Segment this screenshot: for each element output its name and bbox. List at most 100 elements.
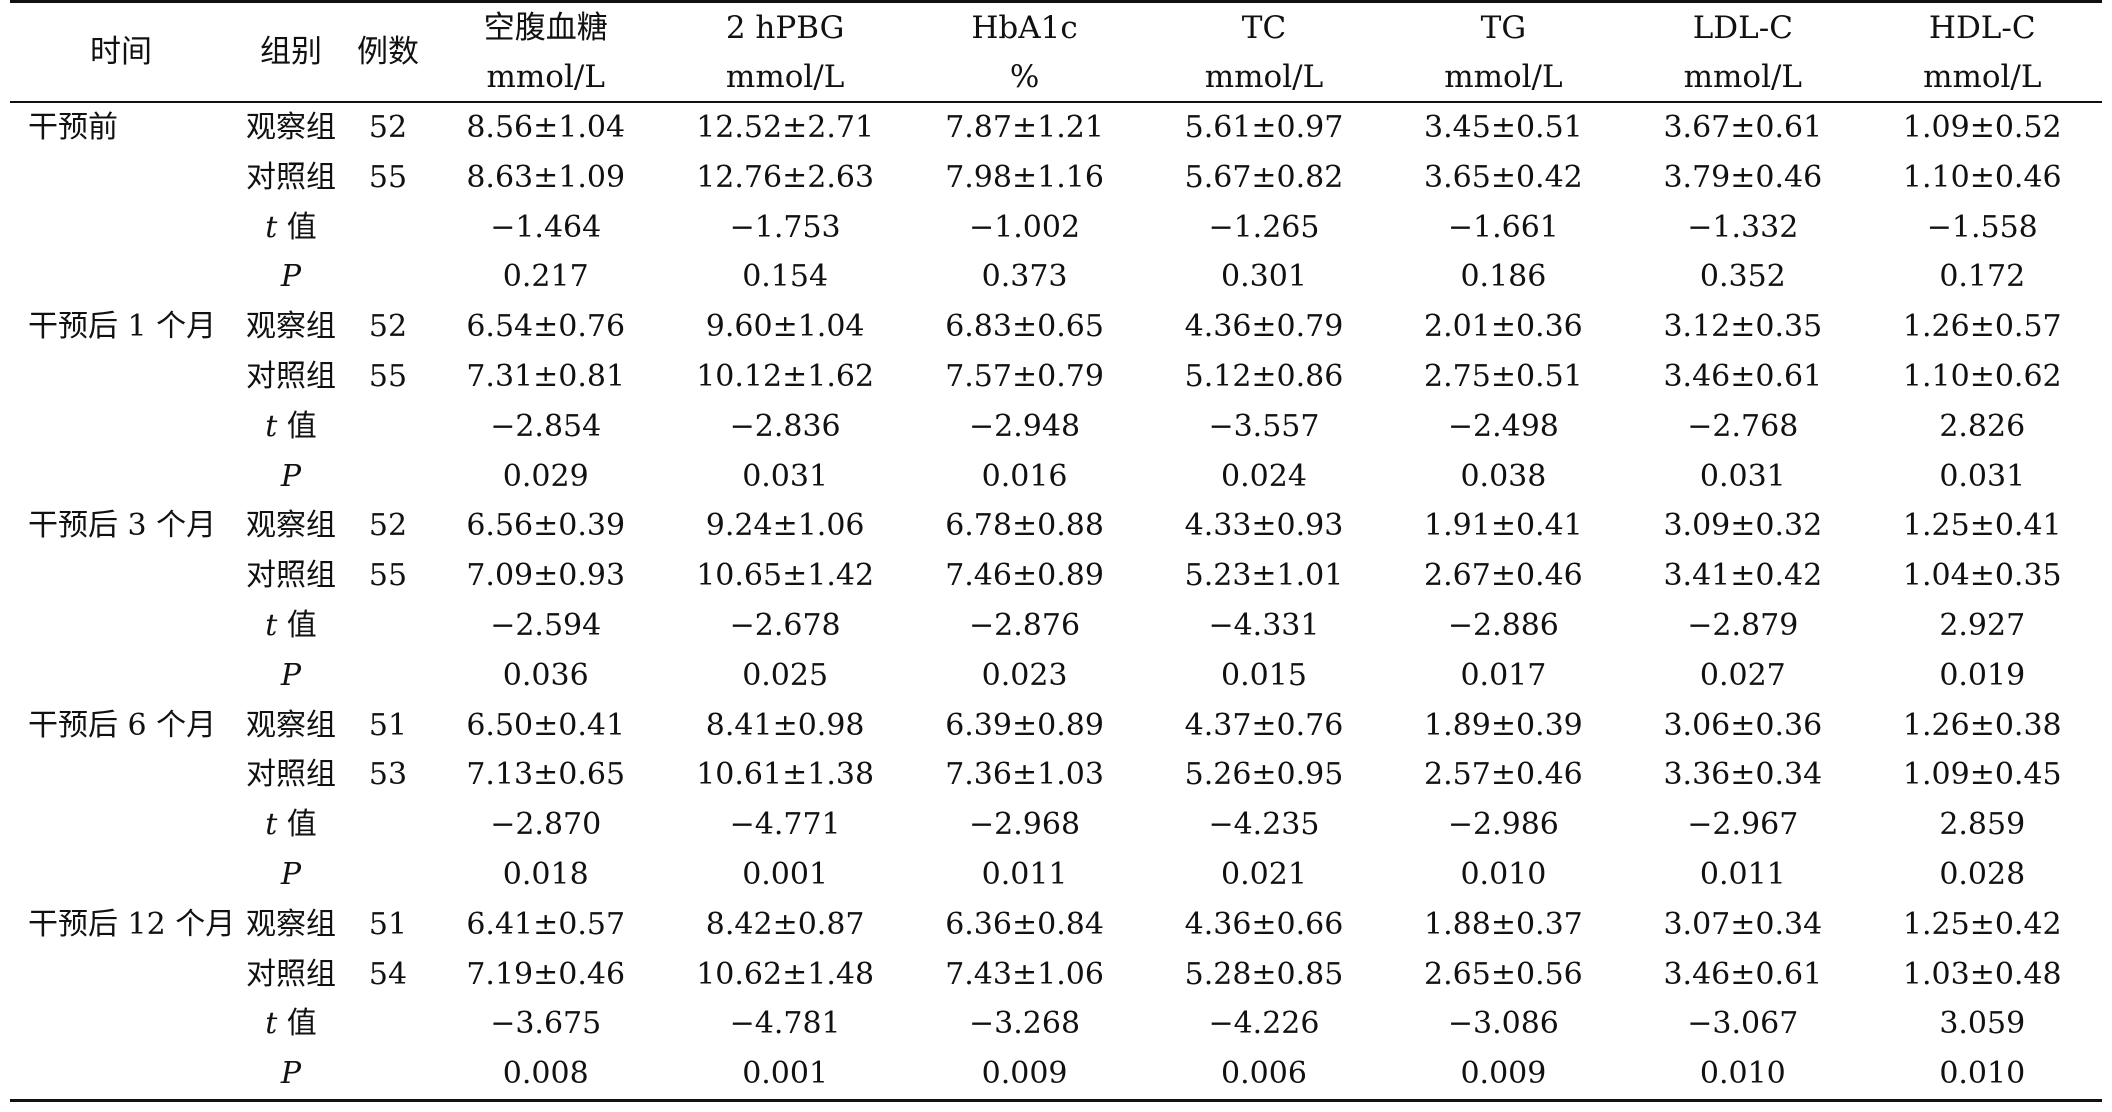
- value-cell: −2.594: [490, 607, 602, 643]
- value-cell: 0.006: [1221, 1056, 1307, 1092]
- value-cell: −3.557: [1208, 408, 1320, 444]
- data-table-container: 时间 组别 例数 空腹血糖 2 hPBG HbA1c TC TG LDL-C H…: [10, 0, 2102, 1102]
- value-cell: −4.331: [1208, 607, 1320, 643]
- value-cell: 0.019: [1939, 657, 2026, 693]
- value-cell: 3.45±0.51: [1424, 110, 1583, 145]
- value-cell: 0.217: [502, 259, 589, 295]
- stat-suffix: 值: [277, 1006, 317, 1042]
- header-measure-name: HbA1c: [971, 10, 1078, 46]
- value-cell: 7.57±0.79: [945, 358, 1104, 394]
- value-cell: 7.09±0.93: [466, 558, 626, 594]
- value-cell: −4.226: [1208, 1006, 1320, 1042]
- value-cell: 1.89±0.39: [1424, 707, 1583, 743]
- time-cell: [10, 452, 232, 502]
- value-cell: 7.98±1.16: [945, 159, 1104, 195]
- value-cell: 8.42±0.87: [705, 906, 865, 942]
- table-row: 干预后 3 个月 观察组 52 6.56±0.39 9.24±1.06 6.78±0.88…: [10, 501, 2102, 551]
- value-cell: 10.12±1.62: [696, 358, 875, 394]
- time-cell: [10, 551, 232, 601]
- value-cell: −2.986: [1447, 807, 1559, 843]
- value-cell: −4.781: [729, 1006, 841, 1042]
- stat-symbol: t: [265, 408, 278, 444]
- value-cell: 5.61±0.97: [1184, 110, 1344, 145]
- stat-suffix: 值: [277, 209, 317, 245]
- value-cell: 10.61±1.38: [696, 757, 875, 793]
- value-cell: 3.06±0.36: [1663, 707, 1823, 743]
- header-n: 例数: [350, 1, 426, 103]
- n-cell: 52: [368, 309, 408, 345]
- value-cell: 4.36±0.79: [1184, 309, 1344, 345]
- stat-suffix: 值: [277, 607, 317, 643]
- group-cell: 观察组: [246, 707, 336, 743]
- stat-label-cell: P: [232, 1049, 350, 1100]
- header-measure-name: 空腹血糖: [483, 10, 608, 46]
- value-cell: −2.886: [1447, 607, 1559, 643]
- value-cell: −1.753: [729, 209, 841, 245]
- value-cell: 0.028: [1939, 856, 2026, 892]
- value-cell: 0.011: [1699, 856, 1786, 892]
- n-cell: [350, 1049, 426, 1100]
- value-cell: 1.25±0.41: [1902, 508, 2062, 544]
- value-cell: 3.67±0.61: [1663, 110, 1823, 145]
- value-cell: 6.78±0.88: [945, 508, 1104, 544]
- stat-label-cell: t 值: [232, 203, 350, 253]
- value-cell: 2.859: [1939, 807, 2026, 843]
- n-cell: 55: [368, 558, 408, 594]
- value-cell: 6.41±0.57: [466, 906, 626, 942]
- header-measure-name: TC: [1241, 10, 1287, 46]
- stat-label-cell: P: [232, 651, 350, 701]
- value-cell: 3.41±0.42: [1663, 558, 1823, 594]
- value-cell: 1.88±0.37: [1424, 906, 1583, 942]
- value-cell: 0.008: [502, 1056, 589, 1092]
- table-row: 干预后 6 个月 观察组 51 6.50±0.41 8.41±0.98 6.39±0.89…: [10, 701, 2102, 751]
- value-cell: 0.031: [1699, 458, 1786, 494]
- value-cell: 0.009: [1460, 1056, 1547, 1092]
- value-cell: 7.87±1.21: [945, 110, 1104, 145]
- value-cell: 8.63±1.09: [466, 159, 626, 195]
- value-cell: −1.002: [969, 209, 1081, 245]
- header-measure-unit: mmol/L: [1383, 53, 1624, 103]
- value-cell: 0.186: [1460, 259, 1547, 295]
- n-cell: [350, 850, 426, 900]
- value-cell: 5.28±0.85: [1184, 956, 1344, 992]
- group-cell: 观察组: [246, 110, 336, 145]
- value-cell: 6.56±0.39: [466, 508, 626, 544]
- group-cell: 观察组: [246, 309, 336, 345]
- value-cell: 12.52±2.71: [696, 110, 875, 145]
- table-row: P 0.029 0.031 0.016 0.024 0.038 0.031 0.031: [10, 452, 2102, 502]
- value-cell: 0.011: [981, 856, 1068, 892]
- value-cell: 7.43±1.06: [945, 956, 1104, 992]
- value-cell: 6.50±0.41: [466, 707, 626, 743]
- table-row: 对照组 55 8.63±1.09 12.76±2.63 7.98±1.16 5.67±0.…: [10, 153, 2102, 203]
- value-cell: 2.826: [1939, 408, 2026, 444]
- table-header: 时间 组别 例数 空腹血糖 2 hPBG HbA1c TC TG LDL-C H…: [10, 1, 2102, 103]
- value-cell: 3.12±0.35: [1663, 309, 1823, 345]
- header-measure-name: 2 hPBG: [725, 10, 845, 46]
- value-cell: 0.373: [981, 259, 1068, 295]
- value-cell: 3.09±0.32: [1663, 508, 1823, 544]
- n-cell: 52: [368, 508, 408, 544]
- stat-symbol: t: [265, 807, 278, 843]
- stat-suffix: 值: [277, 408, 317, 444]
- n-cell: 54: [368, 956, 408, 992]
- value-cell: 2.927: [1939, 607, 2026, 643]
- value-cell: 1.91±0.41: [1424, 508, 1583, 544]
- header-time: 时间: [10, 1, 232, 103]
- value-cell: 0.027: [1699, 657, 1786, 693]
- value-cell: 0.172: [1939, 259, 2026, 295]
- value-cell: 0.009: [981, 1056, 1068, 1092]
- value-cell: −2.876: [969, 607, 1081, 643]
- value-cell: 1.10±0.62: [1902, 358, 2062, 394]
- table-row: 对照组 55 7.31±0.81 10.12±1.62 7.57±0.79 5.12±0.…: [10, 352, 2102, 402]
- n-cell: [350, 800, 426, 850]
- value-cell: 7.13±0.65: [466, 757, 626, 793]
- value-cell: −2.948: [969, 408, 1081, 444]
- value-cell: 4.33±0.93: [1184, 508, 1344, 544]
- value-cell: 2.75±0.51: [1424, 358, 1583, 394]
- table-row: P 0.008 0.001 0.009 0.006 0.009 0.010 0.010: [10, 1049, 2102, 1100]
- value-cell: −2.879: [1687, 607, 1799, 643]
- value-cell: 6.36±0.84: [945, 906, 1104, 942]
- table-row: P 0.018 0.001 0.011 0.021 0.010 0.011 0.028: [10, 850, 2102, 900]
- value-cell: 8.41±0.98: [705, 707, 865, 743]
- value-cell: 7.19±0.46: [466, 956, 626, 992]
